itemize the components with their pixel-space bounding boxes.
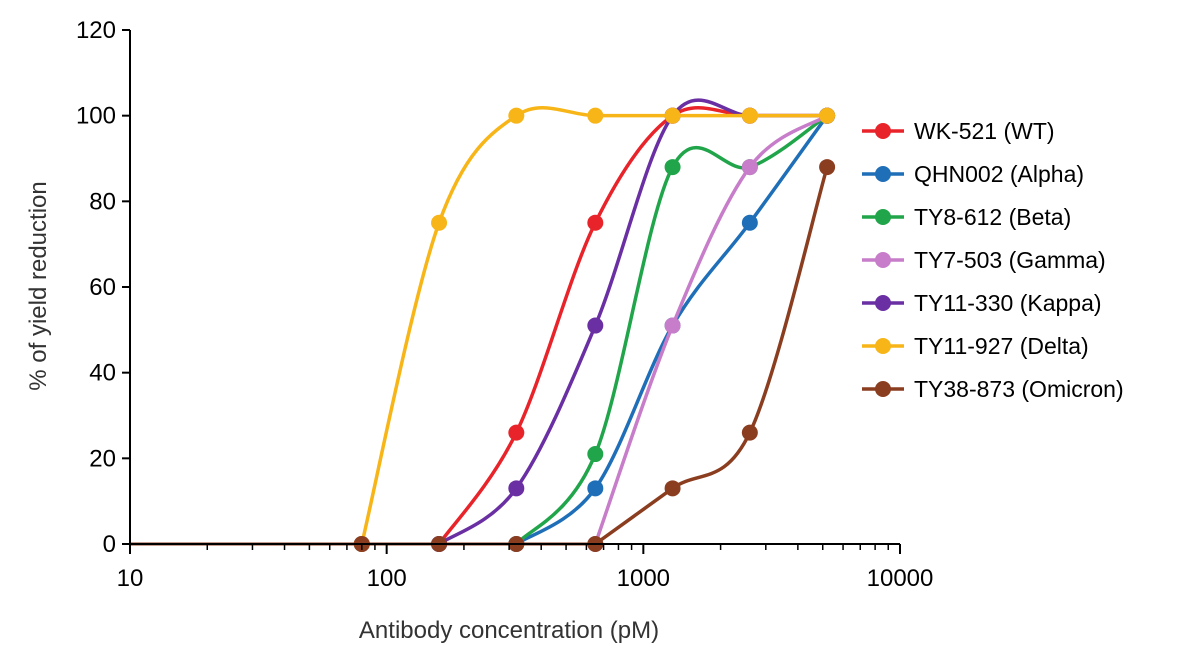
legend-marker <box>875 295 891 311</box>
y-tick-label: 20 <box>89 445 116 472</box>
series-line <box>360 106 828 545</box>
data-point <box>587 446 604 463</box>
legend-label: TY11-927 (Delta) <box>914 333 1089 359</box>
legend: WK-521 (WT) QHN002 (Alpha) TY8-612 (Beta) T… <box>862 118 1124 402</box>
data-point <box>508 107 525 124</box>
data-point <box>508 424 525 441</box>
y-tick-label: 60 <box>89 274 116 301</box>
series-line <box>594 166 829 546</box>
legend-label: TY8-612 (Beta) <box>914 204 1071 230</box>
legend-marker <box>875 338 891 354</box>
data-point <box>508 480 525 497</box>
series-line <box>515 114 829 546</box>
series-line <box>438 98 828 546</box>
data-point <box>664 159 681 176</box>
data-point <box>664 107 681 124</box>
x-tick-label: 10 <box>117 565 144 592</box>
data-point <box>741 159 758 176</box>
legend-item-qhn002-alpha: QHN002 (Alpha) <box>862 161 1084 187</box>
axes-layer: 0 20 40 60 80 100 120 10 100 1000 10000 <box>76 17 933 592</box>
series-wk-521-wt <box>130 106 836 552</box>
legend-label: TY11-330 (Kappa) <box>914 290 1102 316</box>
legend-label: QHN002 (Alpha) <box>914 161 1084 187</box>
data-point <box>819 159 836 176</box>
data-point <box>587 107 604 124</box>
y-tick-label: 100 <box>76 103 116 130</box>
legend-marker <box>875 252 891 268</box>
legend-item-ty8-612-beta: TY8-612 (Beta) <box>862 204 1071 230</box>
x-tick-label: 100 <box>367 565 407 592</box>
series-ty11-330-kappa <box>130 98 836 552</box>
y-tick-label: 80 <box>89 188 116 215</box>
data-point <box>741 214 758 231</box>
legend-label: WK-521 (WT) <box>914 118 1055 144</box>
legend-marker <box>875 166 891 182</box>
x-tick-label: 10000 <box>867 565 934 592</box>
legend-item-ty38-873-omicron: TY38-873 (Omicron) <box>862 376 1124 402</box>
y-tick-label: 0 <box>103 531 116 558</box>
legend-label: TY38-873 (Omicron) <box>914 376 1124 402</box>
y-tick-label: 40 <box>89 360 116 387</box>
x-tick-label: 1000 <box>617 565 670 592</box>
legend-item-wk-521-wt: WK-521 (WT) <box>862 118 1055 144</box>
legend-label: TY7-503 (Gamma) <box>914 247 1106 273</box>
legend-marker <box>875 381 891 397</box>
data-point <box>587 480 604 497</box>
data-point <box>587 317 604 334</box>
data-point <box>664 317 681 334</box>
legend-marker <box>875 209 891 225</box>
series-line <box>437 106 828 545</box>
x-axis-title: Antibody concentration (pM) <box>359 617 659 644</box>
series-line <box>593 114 829 545</box>
series-ty38-873-omicron <box>130 159 836 552</box>
legend-item-ty11-927-delta: TY11-927 (Delta) <box>862 333 1089 359</box>
data-point <box>431 214 448 231</box>
data-point <box>741 107 758 124</box>
legend-item-ty7-503-gamma: TY7-503 (Gamma) <box>862 247 1106 273</box>
y-tick-label: 120 <box>76 17 116 44</box>
data-point <box>587 214 604 231</box>
data-point <box>664 480 681 497</box>
data-point <box>741 424 758 441</box>
y-axis-title: % of yield reduction <box>25 181 52 390</box>
series-layer <box>130 98 836 552</box>
data-point <box>819 107 836 124</box>
legend-item-ty11-330-kappa: TY11-330 (Kappa) <box>862 290 1102 316</box>
legend-marker <box>875 123 891 139</box>
